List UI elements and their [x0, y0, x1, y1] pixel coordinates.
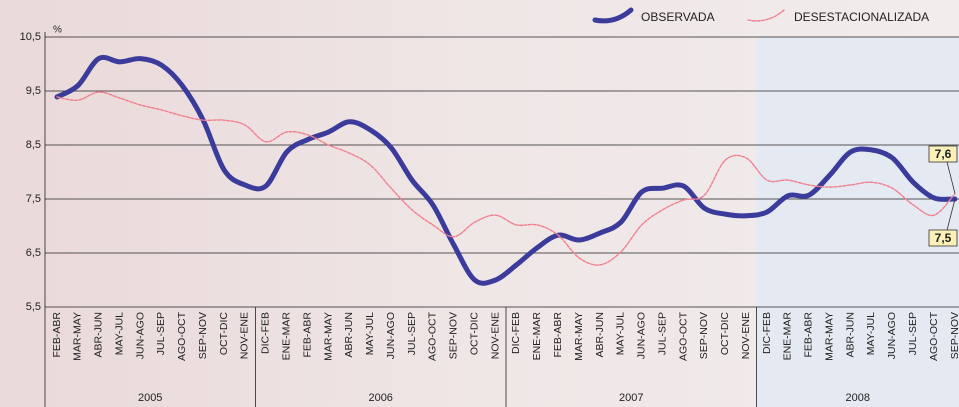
x-tick-label: SEP-NOV	[698, 312, 710, 359]
x-tick-label: MAR-MAY	[573, 312, 585, 361]
x-tick-label: ENE-MAR	[281, 312, 293, 361]
x-tick-label: FEB-ABR	[51, 312, 63, 358]
x-tick-label: JUN-AGO	[886, 312, 898, 359]
x-tick-label: JUL-SEP	[907, 312, 919, 355]
x-tick-label: NOV-ENE	[489, 312, 501, 359]
x-tick-label: AGO-OCT	[176, 311, 188, 361]
x-tick-label: DIC-FEB	[761, 312, 773, 354]
x-tick-label: SEP-NOV	[448, 312, 460, 359]
x-tick-label: DIC-FEB	[260, 312, 272, 354]
line-observed	[54, 54, 958, 286]
group-label: 2006	[368, 392, 392, 404]
legend-label: DESESTACIONALIZADA	[794, 10, 929, 24]
x-tick-label: SEP-NOV	[197, 312, 209, 359]
y-unit: %	[53, 25, 62, 36]
x-tick-label: JUN-AGO	[636, 312, 648, 359]
value-label-box	[928, 145, 958, 163]
x-tick-label: NOV-ENE	[740, 312, 752, 359]
x-tick-label: FEB-ABR	[301, 312, 313, 358]
x-tick-label: DIC-FEB	[510, 312, 522, 354]
y-tick-label: 6,5	[26, 247, 41, 259]
legend-swatch	[747, 9, 785, 22]
x-tick-label: ABR-JUN	[594, 312, 606, 358]
x-tick-label: JUN-AGO	[134, 312, 146, 359]
group-label: 2005	[138, 392, 162, 404]
x-tick-label: MAR-MAY	[823, 312, 835, 361]
x-tick-label: NOV-ENE	[239, 312, 251, 359]
x-tick-label: MAY-JUL	[865, 312, 877, 355]
line-seasonally-adjusted	[56, 91, 956, 266]
x-tick-label: MAY-JUL	[113, 312, 125, 355]
x-tick-label: OCT-DIC	[218, 312, 230, 356]
group-highlight	[756, 37, 959, 407]
x-tick-label: AGO-OCT	[427, 311, 439, 361]
legend-label: OBSERVADA	[641, 10, 715, 24]
x-tick-label: MAY-JUL	[364, 312, 376, 355]
x-tick-label: ABR-JUN	[844, 312, 856, 358]
x-tick-label: MAR-MAY	[322, 312, 334, 361]
x-tick-label: JUL-SEP	[155, 312, 167, 355]
value-label: 7,5	[935, 231, 952, 245]
y-tick-label: 10,5	[20, 31, 41, 43]
x-tick-label: ENE-MAR	[531, 312, 543, 361]
y-tick-label: 9,5	[26, 85, 41, 97]
x-tick-label: ENE-MAR	[782, 312, 794, 361]
x-tick-label: FEB-ABR	[803, 312, 815, 358]
value-label-box	[928, 229, 958, 247]
x-tick-label: ABR-JUN	[93, 312, 105, 358]
x-tick-label: JUN-AGO	[385, 312, 397, 359]
value-label: 7,6	[935, 147, 952, 161]
group-label: 2008	[846, 392, 870, 404]
x-tick-label: ABR-JUN	[343, 312, 355, 358]
x-tick-label: JUL-SEP	[656, 312, 668, 355]
x-tick-label: OCT-DIC	[719, 312, 731, 356]
group-label: 2007	[619, 392, 643, 404]
x-tick-label: AGO-OCT	[928, 311, 940, 361]
x-tick-label: MAY-JUL	[615, 312, 627, 355]
x-tick-label: AGO-OCT	[677, 311, 689, 361]
y-tick-label: 5,5	[26, 301, 41, 313]
y-tick-label: 8,5	[26, 139, 41, 151]
x-tick-label: JUL-SEP	[406, 312, 418, 355]
x-tick-label: MAR-MAY	[72, 312, 84, 361]
x-tick-label: SEP-NOV	[949, 312, 959, 359]
legend-swatch	[592, 7, 634, 24]
x-tick-label: FEB-ABR	[552, 312, 564, 358]
y-tick-label: 7,5	[26, 193, 41, 205]
x-tick-label: OCT-DIC	[468, 312, 480, 356]
